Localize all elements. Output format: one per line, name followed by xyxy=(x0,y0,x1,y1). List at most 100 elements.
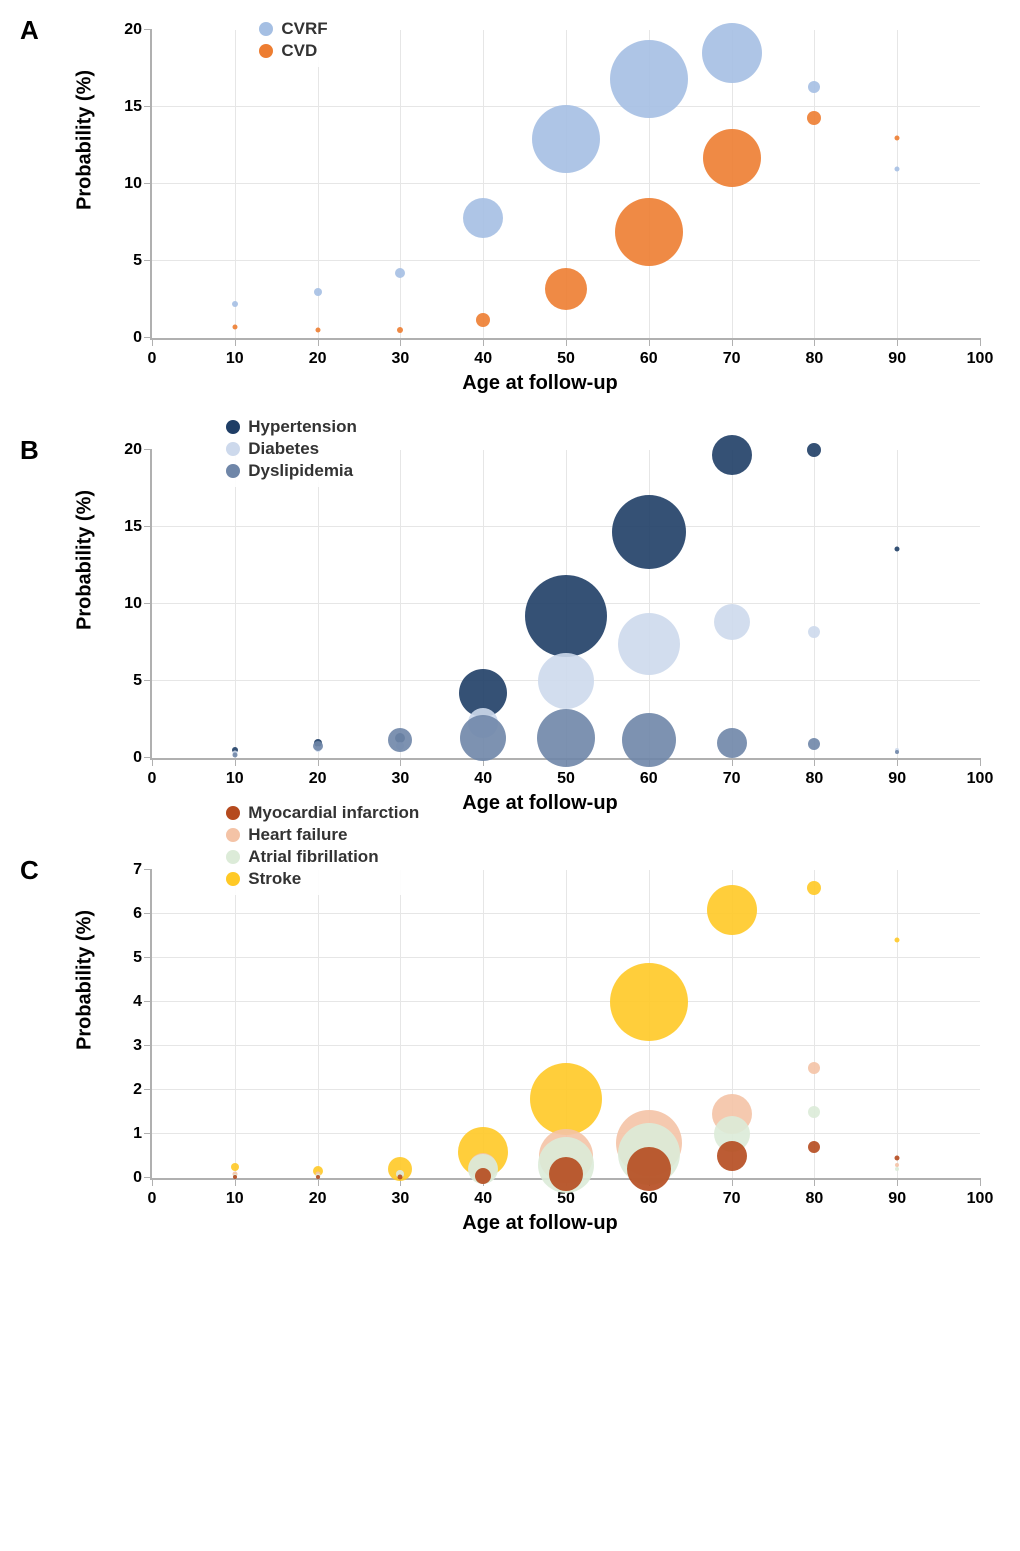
tick-x xyxy=(814,758,815,766)
tick-y xyxy=(144,957,152,958)
legend-marker xyxy=(226,442,240,456)
gridline-v xyxy=(400,30,401,338)
bubble xyxy=(314,288,322,296)
tick-label-y: 0 xyxy=(107,749,142,767)
bubble xyxy=(232,325,237,330)
chart-container: 010203040506070809010005101520CVRFCVDAge… xyxy=(90,20,990,400)
bubble xyxy=(463,198,503,238)
bubble xyxy=(549,1157,583,1191)
tick-x xyxy=(980,758,981,766)
tick-y xyxy=(144,1045,152,1046)
bubble xyxy=(532,105,600,173)
legend: HypertensionDiabetesDyslipidemia xyxy=(218,411,365,487)
gridline-v xyxy=(318,870,319,1178)
tick-y xyxy=(144,1177,152,1178)
legend-marker xyxy=(226,464,240,478)
bubble xyxy=(475,1168,491,1184)
tick-x xyxy=(152,758,153,766)
legend-marker xyxy=(226,420,240,434)
tick-label-x: 60 xyxy=(640,770,658,788)
tick-x xyxy=(732,758,733,766)
y-axis-label: Probability (%) xyxy=(74,490,97,630)
tick-label-x: 70 xyxy=(723,1190,741,1208)
tick-x xyxy=(897,1178,898,1186)
plot-area: 010203040506070809010005101520CVRFCVD xyxy=(150,30,980,340)
tick-label-x: 90 xyxy=(888,350,906,368)
bubble xyxy=(388,728,412,752)
tick-label-y: 20 xyxy=(107,21,142,39)
gridline-v xyxy=(897,870,898,1178)
tick-label-y: 0 xyxy=(107,1169,142,1187)
gridline-v xyxy=(814,450,815,758)
bubble xyxy=(233,1175,237,1179)
panel-label: B xyxy=(20,435,39,466)
panel-a: A010203040506070809010005101520CVRFCVDAg… xyxy=(20,20,1000,400)
bubble xyxy=(895,135,900,140)
bubble xyxy=(808,1141,820,1153)
tick-x xyxy=(566,338,567,346)
bubble xyxy=(808,626,820,638)
tick-label-x: 20 xyxy=(309,770,327,788)
tick-x xyxy=(318,1178,319,1186)
gridline-v xyxy=(897,30,898,338)
gridline-v xyxy=(235,870,236,1178)
tick-x xyxy=(400,338,401,346)
bubble xyxy=(714,604,750,640)
legend-item: Heart failure xyxy=(226,825,419,845)
tick-x xyxy=(483,338,484,346)
legend-item: Atrial fibrillation xyxy=(226,847,419,867)
legend-label: CVD xyxy=(281,41,317,61)
bubble xyxy=(612,495,686,569)
y-axis-label: Probability (%) xyxy=(74,910,97,1050)
legend-label: Myocardial infarction xyxy=(248,803,419,823)
bubble xyxy=(232,301,238,307)
legend-marker xyxy=(226,828,240,842)
bubble xyxy=(460,715,506,761)
tick-x xyxy=(649,338,650,346)
panel-label: C xyxy=(20,855,39,886)
legend: CVRFCVD xyxy=(251,13,335,67)
tick-label-x: 20 xyxy=(309,1190,327,1208)
tick-label-y: 15 xyxy=(107,98,142,116)
tick-x xyxy=(318,758,319,766)
tick-y xyxy=(144,106,152,107)
legend-label: Stroke xyxy=(248,869,301,889)
bubble xyxy=(313,741,323,751)
tick-label-y: 5 xyxy=(107,252,142,270)
legend-marker xyxy=(226,806,240,820)
tick-y xyxy=(144,869,152,870)
tick-label-x: 30 xyxy=(391,350,409,368)
legend-marker xyxy=(226,872,240,886)
tick-y xyxy=(144,913,152,914)
tick-label-x: 50 xyxy=(557,350,575,368)
legend-label: Heart failure xyxy=(248,825,347,845)
bubble xyxy=(398,1174,403,1179)
tick-label-y: 6 xyxy=(107,905,142,923)
tick-x xyxy=(152,338,153,346)
bubble xyxy=(397,327,403,333)
bubble xyxy=(622,713,676,767)
tick-label-y: 10 xyxy=(107,595,142,613)
plot-area: 010203040506070809010001234567Myocardial… xyxy=(150,870,980,1180)
legend: Myocardial infarctionHeart failureAtrial… xyxy=(218,797,427,895)
bubble xyxy=(618,613,680,675)
tick-label-x: 10 xyxy=(226,350,244,368)
tick-label-x: 30 xyxy=(391,1190,409,1208)
tick-label-y: 2 xyxy=(107,1081,142,1099)
bubble xyxy=(895,1156,900,1161)
legend-item: CVD xyxy=(259,41,327,61)
panel-c: C010203040506070809010001234567Myocardia… xyxy=(20,860,1000,1240)
tick-label-x: 100 xyxy=(967,770,994,788)
x-axis-label: Age at follow-up xyxy=(462,792,618,815)
tick-label-x: 0 xyxy=(148,1190,157,1208)
tick-label-x: 20 xyxy=(309,350,327,368)
tick-x xyxy=(897,338,898,346)
bubble xyxy=(807,443,821,457)
tick-x xyxy=(400,758,401,766)
bubble xyxy=(702,23,762,83)
x-axis-label: Age at follow-up xyxy=(462,1212,618,1235)
gridline-v xyxy=(400,870,401,1178)
tick-label-x: 40 xyxy=(474,350,492,368)
tick-label-x: 0 xyxy=(148,770,157,788)
tick-label-x: 80 xyxy=(805,350,823,368)
